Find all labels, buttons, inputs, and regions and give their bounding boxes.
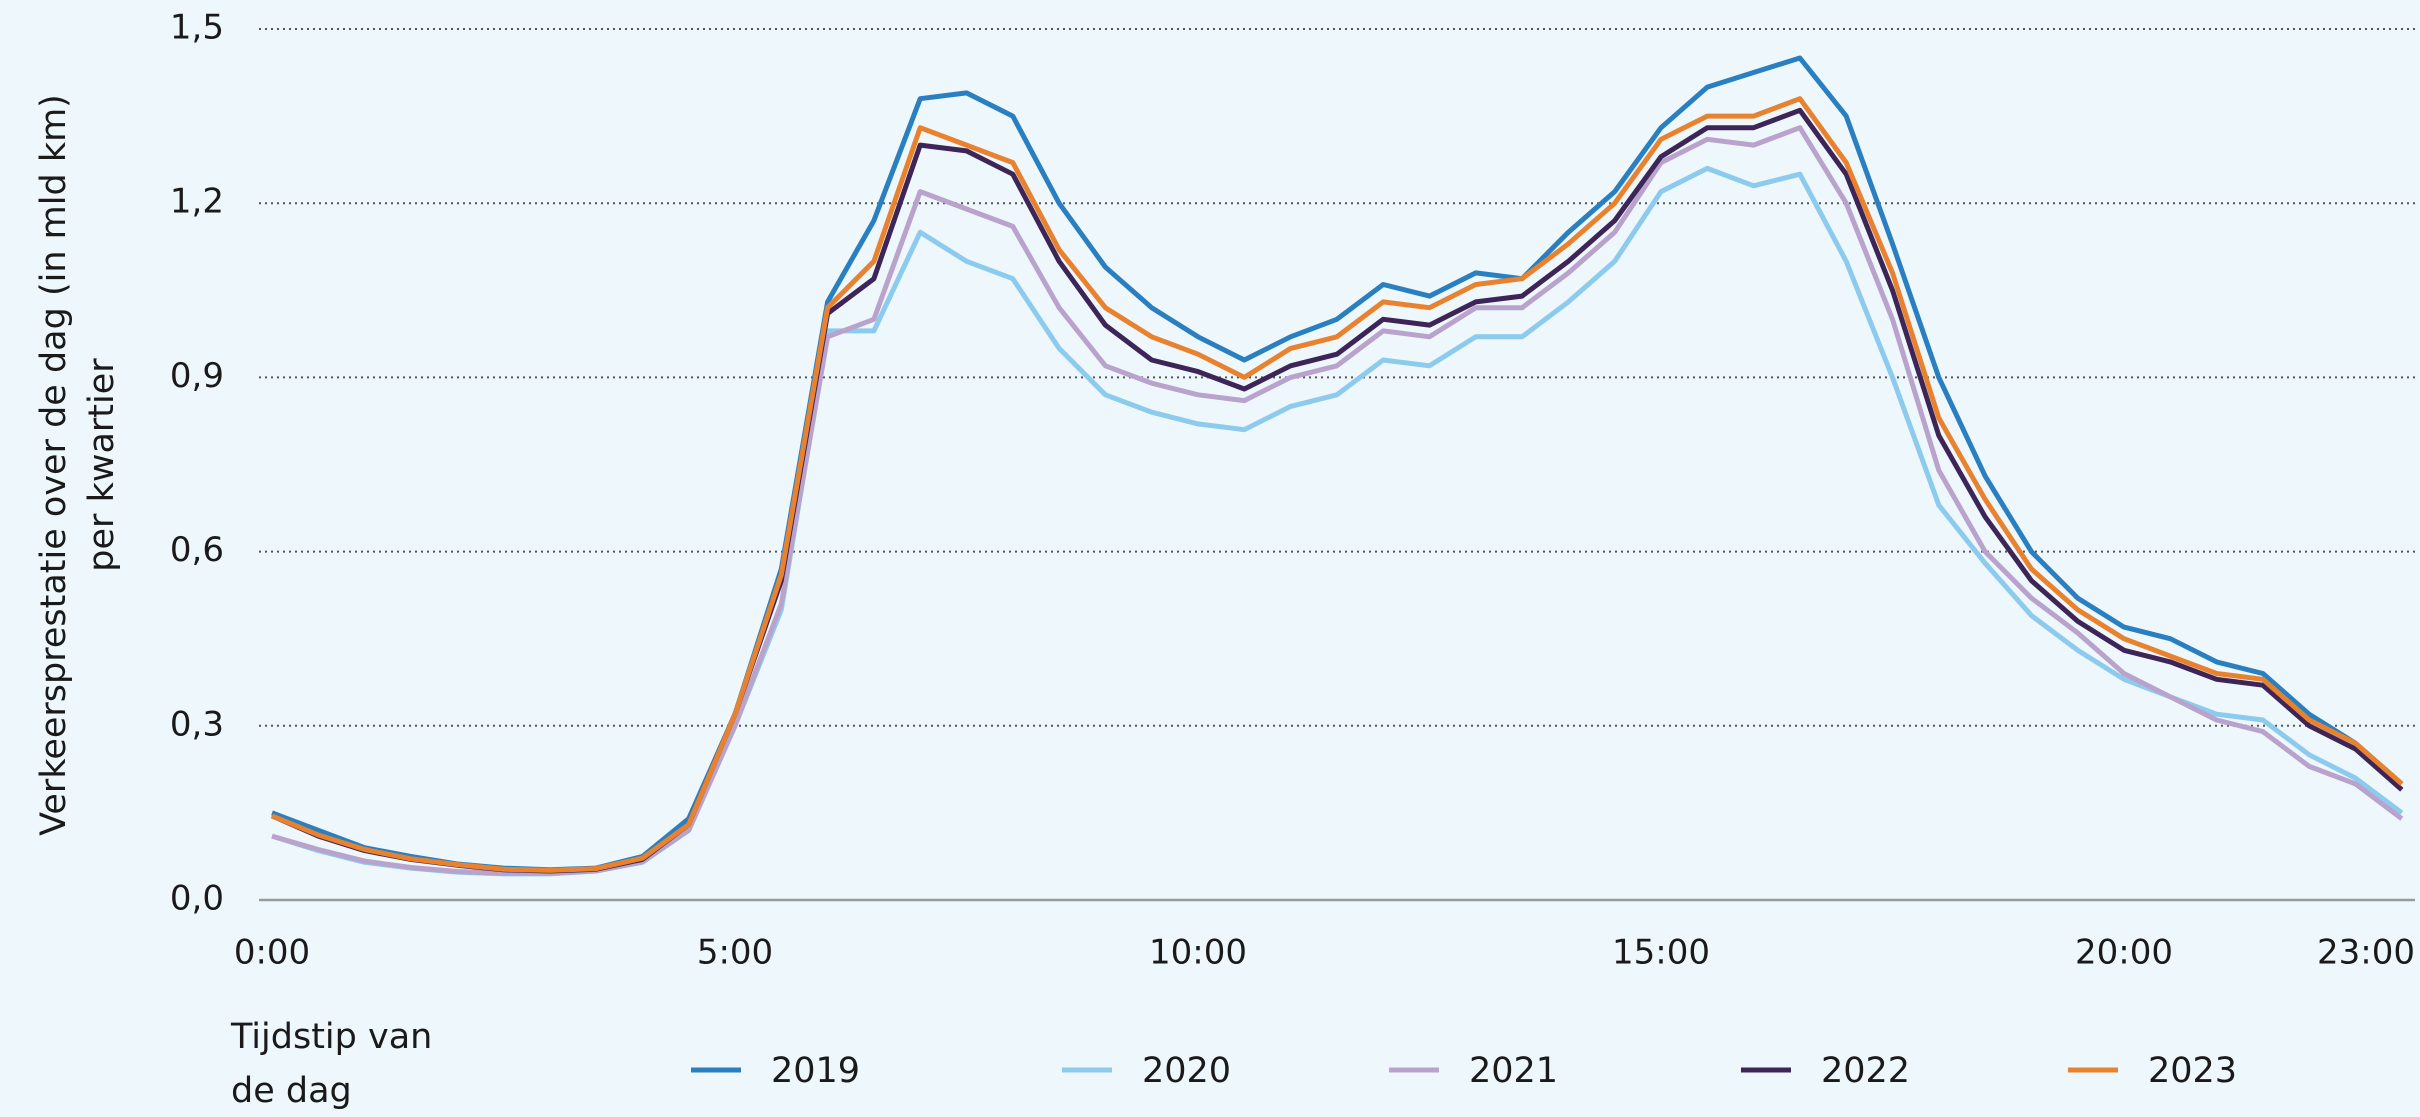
x-axis-label: de dag xyxy=(231,1071,352,1111)
line-series xyxy=(271,55,2404,873)
legend-label: 2021 xyxy=(1469,1051,1558,1091)
legend-label: 2020 xyxy=(1142,1051,1231,1091)
x-tick-label: 20:00 xyxy=(2075,933,2173,973)
y-tick-label: 0,3 xyxy=(170,704,224,744)
y-axis-label: per kwartier xyxy=(82,358,122,572)
x-tick-label: 10:00 xyxy=(1149,933,1247,973)
x-tick-label: 23:00 xyxy=(2317,933,2415,973)
y-tick-label: 0,9 xyxy=(170,356,224,396)
y-tick-label: 1,5 xyxy=(170,8,224,48)
x-tick-label: 5:00 xyxy=(697,933,773,973)
y-tick-label: 1,2 xyxy=(170,182,224,222)
y-axis-label: Verkeersprestatie over de dag (in mld km… xyxy=(34,94,74,836)
line-series xyxy=(270,107,2404,874)
legend-label: 2019 xyxy=(771,1051,860,1091)
legend-label: 2023 xyxy=(2148,1051,2237,1091)
y-tick-label: 0,6 xyxy=(170,530,224,570)
y-tick-label: 0,0 xyxy=(170,879,224,919)
line-series xyxy=(271,125,2404,876)
legend-label: 2022 xyxy=(1821,1051,1910,1091)
x-tick-label: 0:00 xyxy=(234,933,310,973)
line-series xyxy=(271,96,2404,873)
line-series xyxy=(271,165,2404,877)
x-axis-label: Tijdstip van xyxy=(230,1017,432,1057)
x-tick-label: 15:00 xyxy=(1612,933,1710,973)
